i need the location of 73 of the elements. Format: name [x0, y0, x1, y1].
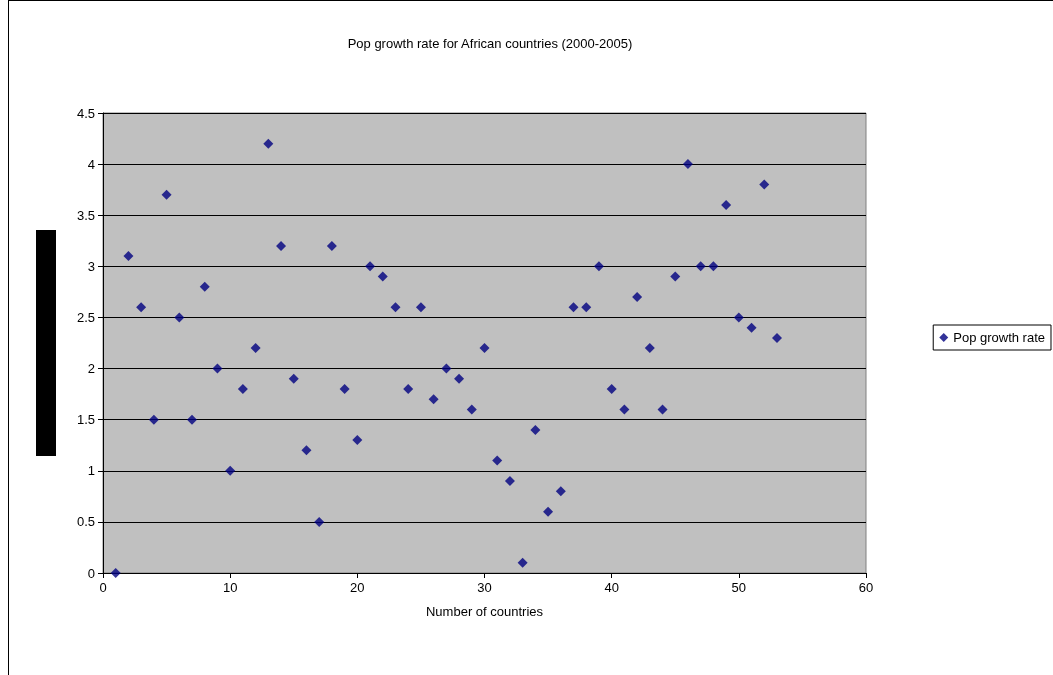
- point: [415, 302, 426, 313]
- point: [771, 332, 782, 343]
- point: [174, 312, 185, 323]
- x-tick-label: 50: [731, 580, 747, 595]
- point: [721, 200, 732, 210]
- point: [301, 445, 312, 456]
- legend-label: Pop growth rate: [953, 330, 1046, 345]
- point: [568, 302, 579, 313]
- x-tick-label: 60: [858, 580, 874, 595]
- point: [746, 322, 757, 333]
- x-tick-label: 10: [222, 580, 238, 595]
- point: [377, 271, 388, 282]
- y-tick-label: 3: [87, 258, 95, 274]
- point: [619, 404, 630, 415]
- point: [454, 373, 465, 384]
- point: [441, 363, 452, 374]
- point: [517, 557, 528, 568]
- point: [187, 414, 198, 425]
- x-tick-label: 0: [99, 580, 107, 595]
- point: [314, 516, 325, 527]
- point: [352, 435, 363, 446]
- point: [682, 159, 693, 170]
- x-tick-label: 30: [477, 580, 492, 595]
- point: [390, 302, 401, 313]
- point: [543, 506, 554, 517]
- point: [479, 343, 490, 354]
- point: [504, 476, 515, 486]
- point: [199, 281, 210, 292]
- point: [161, 189, 172, 200]
- point: [403, 384, 414, 394]
- point: [148, 414, 159, 425]
- point: [263, 138, 274, 149]
- point: [123, 251, 134, 262]
- y-tick-label: 2: [87, 361, 95, 377]
- y-tick-label: 4.5: [76, 105, 95, 121]
- point: [110, 568, 121, 578]
- point: [581, 302, 592, 313]
- point: [288, 373, 299, 384]
- point: [339, 384, 350, 394]
- point: [225, 465, 236, 476]
- point: [212, 363, 223, 374]
- point: [428, 394, 439, 405]
- point: [530, 424, 541, 435]
- point: [657, 404, 668, 415]
- y-tick-label: 2.5: [76, 309, 95, 325]
- y-tick-label: 1.5: [76, 412, 95, 428]
- point: [555, 486, 566, 497]
- point: [466, 404, 477, 415]
- x-tick-label: 40: [604, 580, 619, 595]
- point: [250, 343, 261, 354]
- point: [632, 292, 643, 302]
- point: [326, 240, 337, 251]
- y-tick-label: 1: [87, 463, 95, 479]
- point: [237, 384, 248, 394]
- point: [733, 312, 744, 323]
- y-tick-label: 0: [87, 565, 95, 581]
- y-tick-label: 3.5: [76, 207, 95, 223]
- point: [276, 240, 287, 251]
- point: [695, 261, 706, 272]
- point: [644, 343, 655, 354]
- point: [759, 179, 770, 190]
- y-tick-label: 4: [87, 156, 95, 172]
- point: [593, 261, 604, 272]
- point: [365, 261, 376, 272]
- y-tick-label: 0.5: [76, 514, 95, 530]
- point: [708, 261, 719, 272]
- point: [670, 271, 681, 282]
- x-axis-title: Number of countries: [425, 604, 544, 619]
- point: [606, 384, 617, 394]
- x-tick-label: 20: [350, 580, 365, 595]
- point: [492, 455, 503, 466]
- chart-title: Pop growth rate for African countries (2000-2005): [347, 36, 633, 51]
- point: [136, 302, 147, 313]
